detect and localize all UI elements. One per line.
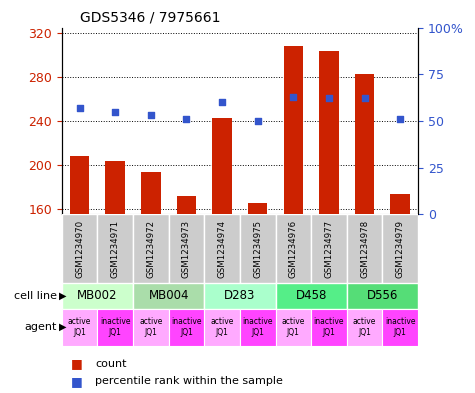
Bar [276, 214, 311, 283]
Bar [240, 214, 276, 283]
Text: active
JQ1: active JQ1 [139, 318, 162, 337]
Text: GSM1234970: GSM1234970 [75, 220, 84, 277]
Bar [177, 195, 196, 384]
Text: inactive
JQ1: inactive JQ1 [171, 318, 202, 337]
Bar [311, 309, 347, 346]
Text: ▶: ▶ [59, 322, 67, 332]
Text: GSM1234979: GSM1234979 [396, 220, 405, 277]
Bar [133, 283, 204, 309]
Bar [355, 73, 374, 384]
Text: inactive
JQ1: inactive JQ1 [314, 318, 344, 337]
Text: GSM1234976: GSM1234976 [289, 220, 298, 277]
Text: inactive
JQ1: inactive JQ1 [242, 318, 273, 337]
Bar [105, 162, 125, 384]
Bar [284, 46, 303, 384]
Bar [97, 309, 133, 346]
Text: D458: D458 [295, 289, 327, 302]
Point [76, 105, 84, 111]
Text: active
JQ1: active JQ1 [353, 318, 376, 337]
Text: active
JQ1: active JQ1 [68, 318, 91, 337]
Bar [133, 309, 169, 346]
Bar [62, 214, 97, 283]
Bar [62, 309, 97, 346]
Text: GSM1234973: GSM1234973 [182, 220, 191, 277]
Text: inactive
JQ1: inactive JQ1 [100, 318, 131, 337]
Bar [133, 214, 169, 283]
Text: ■: ■ [71, 357, 83, 370]
Bar [382, 309, 418, 346]
Text: MB004: MB004 [148, 289, 189, 302]
Bar [276, 309, 311, 346]
Text: D283: D283 [224, 289, 256, 302]
Bar [240, 309, 276, 346]
Bar [248, 203, 267, 384]
Point [289, 94, 297, 100]
Text: active
JQ1: active JQ1 [282, 318, 305, 337]
Text: inactive
JQ1: inactive JQ1 [385, 318, 416, 337]
Bar [204, 309, 240, 346]
Point [111, 108, 119, 115]
Text: D556: D556 [367, 289, 398, 302]
Bar [169, 309, 204, 346]
Point [361, 95, 369, 101]
Text: ■: ■ [71, 375, 83, 388]
Text: GSM1234978: GSM1234978 [360, 220, 369, 277]
Point [147, 112, 155, 118]
Bar [382, 214, 418, 283]
Bar [276, 283, 347, 309]
Text: GSM1234977: GSM1234977 [324, 220, 333, 277]
Bar [212, 118, 232, 384]
Text: count: count [95, 358, 126, 369]
Bar [169, 214, 204, 283]
Bar [347, 214, 382, 283]
Text: GSM1234972: GSM1234972 [146, 220, 155, 277]
Bar [347, 283, 418, 309]
Bar [319, 51, 339, 384]
Point [254, 118, 261, 124]
Text: GSM1234971: GSM1234971 [111, 220, 120, 277]
Text: MB002: MB002 [77, 289, 118, 302]
Bar [70, 156, 89, 384]
Bar [347, 309, 382, 346]
Text: percentile rank within the sample: percentile rank within the sample [95, 376, 283, 386]
Bar [141, 173, 161, 384]
Text: active
JQ1: active JQ1 [210, 318, 234, 337]
Bar [204, 283, 276, 309]
Text: agent: agent [25, 322, 57, 332]
Point [218, 99, 226, 105]
Text: GSM1234974: GSM1234974 [218, 220, 227, 277]
Bar [97, 214, 133, 283]
Point [325, 95, 332, 101]
Text: cell line: cell line [14, 291, 57, 301]
Text: GSM1234975: GSM1234975 [253, 220, 262, 277]
Point [182, 116, 190, 122]
Bar [62, 283, 133, 309]
Bar [204, 214, 240, 283]
Point [396, 116, 404, 122]
Text: ▶: ▶ [59, 291, 67, 301]
Text: GDS5346 / 7975661: GDS5346 / 7975661 [80, 11, 220, 25]
Bar [311, 214, 347, 283]
Bar [390, 195, 410, 384]
